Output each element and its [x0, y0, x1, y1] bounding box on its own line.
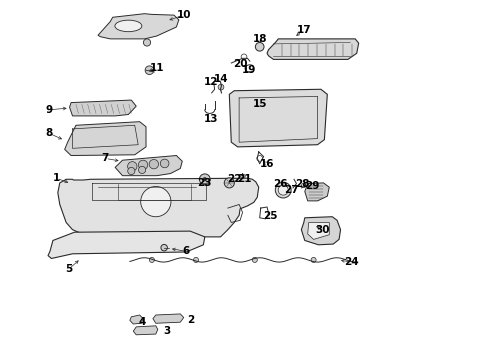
Text: 28: 28 — [295, 179, 310, 189]
Text: 25: 25 — [263, 211, 278, 221]
Text: 5: 5 — [65, 264, 72, 274]
Circle shape — [141, 186, 171, 217]
Text: 14: 14 — [214, 74, 229, 84]
Polygon shape — [48, 231, 205, 258]
Text: 10: 10 — [176, 10, 191, 20]
Polygon shape — [58, 178, 259, 237]
Polygon shape — [65, 122, 146, 156]
Circle shape — [255, 42, 264, 51]
Circle shape — [275, 182, 291, 198]
Polygon shape — [305, 183, 329, 201]
Text: 11: 11 — [149, 63, 164, 73]
Text: 17: 17 — [296, 24, 311, 35]
Circle shape — [145, 66, 154, 75]
Text: 1: 1 — [53, 173, 60, 183]
Circle shape — [149, 257, 154, 262]
Text: 22: 22 — [227, 174, 242, 184]
Circle shape — [218, 84, 224, 90]
Text: 7: 7 — [101, 153, 109, 163]
Circle shape — [139, 166, 146, 174]
Circle shape — [161, 244, 168, 251]
Text: 3: 3 — [163, 326, 170, 336]
Text: 18: 18 — [252, 34, 267, 44]
Circle shape — [127, 162, 137, 171]
Circle shape — [224, 178, 234, 188]
Text: 8: 8 — [46, 128, 52, 138]
Text: 21: 21 — [237, 174, 251, 184]
Polygon shape — [267, 39, 359, 59]
Polygon shape — [229, 89, 327, 147]
Circle shape — [311, 257, 316, 262]
Text: 4: 4 — [138, 317, 146, 327]
Text: 12: 12 — [203, 77, 218, 87]
Text: 24: 24 — [344, 257, 359, 267]
Text: 16: 16 — [260, 159, 274, 169]
Text: 6: 6 — [183, 246, 190, 256]
Text: 27: 27 — [284, 185, 299, 195]
Text: 26: 26 — [273, 179, 288, 189]
Text: 19: 19 — [242, 65, 256, 75]
Circle shape — [257, 156, 263, 161]
Polygon shape — [115, 156, 182, 176]
Circle shape — [128, 167, 135, 175]
Text: 23: 23 — [197, 178, 212, 188]
Polygon shape — [133, 326, 158, 335]
Text: 20: 20 — [233, 59, 247, 69]
Circle shape — [149, 159, 159, 169]
Text: 29: 29 — [305, 181, 320, 192]
Circle shape — [203, 177, 207, 181]
Circle shape — [241, 174, 245, 179]
Polygon shape — [70, 100, 136, 116]
Circle shape — [138, 160, 148, 170]
Circle shape — [199, 174, 210, 185]
Polygon shape — [308, 222, 329, 239]
Circle shape — [194, 257, 198, 262]
Text: 15: 15 — [252, 99, 267, 109]
Text: 13: 13 — [203, 114, 218, 124]
Text: 30: 30 — [315, 225, 330, 235]
Circle shape — [302, 183, 306, 188]
Circle shape — [278, 185, 288, 195]
Text: 2: 2 — [188, 315, 195, 325]
Polygon shape — [301, 217, 341, 245]
Ellipse shape — [115, 20, 142, 32]
Polygon shape — [153, 314, 184, 323]
Circle shape — [252, 257, 257, 262]
Polygon shape — [130, 315, 143, 324]
Text: 9: 9 — [46, 105, 52, 115]
Polygon shape — [98, 14, 179, 39]
Circle shape — [160, 159, 169, 168]
Circle shape — [144, 39, 150, 46]
Circle shape — [241, 54, 247, 60]
